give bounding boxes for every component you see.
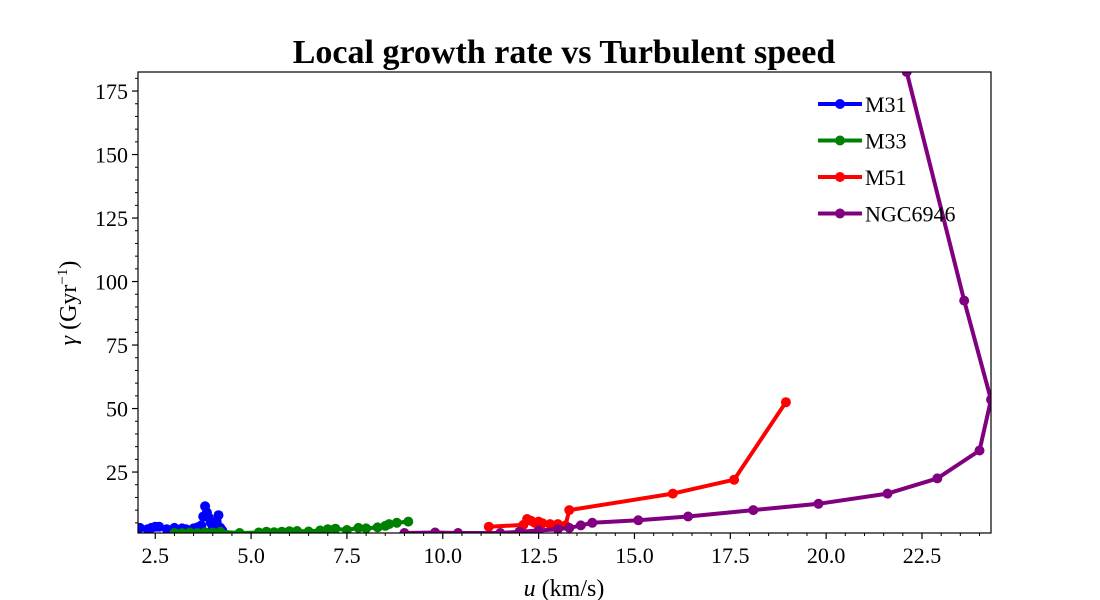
legend-label: NGC6946 xyxy=(865,202,955,227)
data-point-m51 xyxy=(780,397,791,408)
data-point-m33 xyxy=(234,528,245,533)
data-point-m33 xyxy=(192,528,203,533)
data-point-ngc6946 xyxy=(552,524,563,533)
data-point-m33 xyxy=(330,523,341,533)
plot-frame xyxy=(137,71,992,534)
y-tick-label: 25 xyxy=(106,460,128,485)
data-point-m33 xyxy=(207,527,218,533)
legend-item-m31: M31 xyxy=(818,92,907,117)
data-point-m33 xyxy=(169,528,180,533)
legend-marker xyxy=(835,135,845,146)
data-point-ngc6946 xyxy=(974,445,985,456)
y-tick-label: 175 xyxy=(95,79,128,104)
y-tick-label: 75 xyxy=(106,333,128,358)
data-point-m33 xyxy=(269,527,280,533)
series-layer xyxy=(138,72,991,533)
data-point-ngc6946 xyxy=(683,511,694,522)
x-tick-label: 17.5 xyxy=(711,543,750,568)
legend-label: M33 xyxy=(865,129,907,154)
series-line-m51 xyxy=(488,401,788,529)
data-point-m33 xyxy=(353,522,364,533)
legend-item-m33: M33 xyxy=(818,129,907,154)
data-point-m33 xyxy=(361,523,372,533)
x-tick-label: 5.0 xyxy=(237,543,265,568)
y-tick-label: 100 xyxy=(95,270,128,295)
data-point-m31 xyxy=(161,524,172,533)
legend: M31 M33 M51 NGC6946 xyxy=(818,92,955,227)
x-tick-label: 15.0 xyxy=(615,543,654,568)
data-point-ngc6946 xyxy=(882,488,893,499)
series-m33 xyxy=(169,516,414,533)
x-tick-label: 10.0 xyxy=(424,543,463,568)
data-point-m33 xyxy=(292,526,303,533)
data-point-ngc6946 xyxy=(453,528,464,533)
legend-marker xyxy=(835,172,845,182)
data-point-ngc6946 xyxy=(514,526,525,533)
y-tick-label: 50 xyxy=(106,397,128,422)
data-point-m33 xyxy=(322,524,333,533)
legend-marker xyxy=(835,208,845,219)
data-point-ngc6946 xyxy=(901,72,912,77)
legend-label: M31 xyxy=(865,92,907,117)
chart-title: Local growth rate vs Turbulent speed xyxy=(293,34,836,71)
data-point-ngc6946 xyxy=(430,527,441,533)
data-point-m31 xyxy=(154,521,165,532)
data-point-m33 xyxy=(372,522,383,533)
data-point-ngc6946 xyxy=(495,528,506,533)
data-point-m33 xyxy=(276,526,287,533)
data-point-m33 xyxy=(261,526,272,533)
x-axis-label: u (km/s) xyxy=(524,576,605,600)
data-point-m33 xyxy=(184,527,195,533)
data-point-ngc6946 xyxy=(932,473,943,484)
data-point-m51 xyxy=(667,488,678,499)
data-point-m33 xyxy=(403,516,414,527)
x-axis: 2.5 5.0 7.5 10.0 12.5 15.0 17.5 20.0 22.5 xyxy=(142,533,980,568)
data-point-m33 xyxy=(391,517,402,528)
data-point-ngc6946 xyxy=(748,505,759,516)
data-point-m33 xyxy=(253,527,264,533)
x-tick-label: 20.0 xyxy=(807,543,846,568)
data-point-m33 xyxy=(315,525,326,533)
data-point-ngc6946 xyxy=(533,525,544,533)
legend-label: M51 xyxy=(865,165,907,190)
data-point-m33 xyxy=(303,526,314,533)
legend-item-ngc6946: NGC6946 xyxy=(818,202,955,227)
data-point-m33 xyxy=(177,528,188,533)
x-tick-label: 2.5 xyxy=(142,543,170,568)
data-point-m51 xyxy=(729,474,740,485)
y-tick-label: 150 xyxy=(95,143,128,168)
legend-item-m51: M51 xyxy=(818,165,907,190)
data-point-m33 xyxy=(341,525,352,533)
data-point-ngc6946 xyxy=(986,394,991,405)
data-point-m33 xyxy=(384,519,395,530)
data-point-ngc6946 xyxy=(813,498,824,509)
data-point-ngc6946 xyxy=(399,528,410,533)
data-point-m33 xyxy=(200,527,211,533)
data-point-m51 xyxy=(564,505,575,516)
y-axis: 25 50 75 100 125 150 175 xyxy=(95,77,138,524)
data-point-m33 xyxy=(284,526,295,533)
x-tick-label: 12.5 xyxy=(519,543,558,568)
data-point-m33 xyxy=(215,526,226,533)
legend-marker xyxy=(835,99,845,109)
data-point-ngc6946 xyxy=(575,520,586,531)
y-axis-label: γ (Gyr−1) xyxy=(55,261,82,346)
data-point-m31 xyxy=(213,510,224,521)
data-point-ngc6946 xyxy=(564,522,575,533)
x-tick-label: 22.5 xyxy=(903,543,942,568)
y-tick-label: 125 xyxy=(95,206,128,231)
data-point-ngc6946 xyxy=(633,515,644,526)
data-point-ngc6946 xyxy=(959,295,970,306)
data-point-m51 xyxy=(483,521,494,532)
series-ngc6946 xyxy=(399,72,991,533)
data-point-ngc6946 xyxy=(587,517,598,528)
x-tick-label: 7.5 xyxy=(333,543,361,568)
